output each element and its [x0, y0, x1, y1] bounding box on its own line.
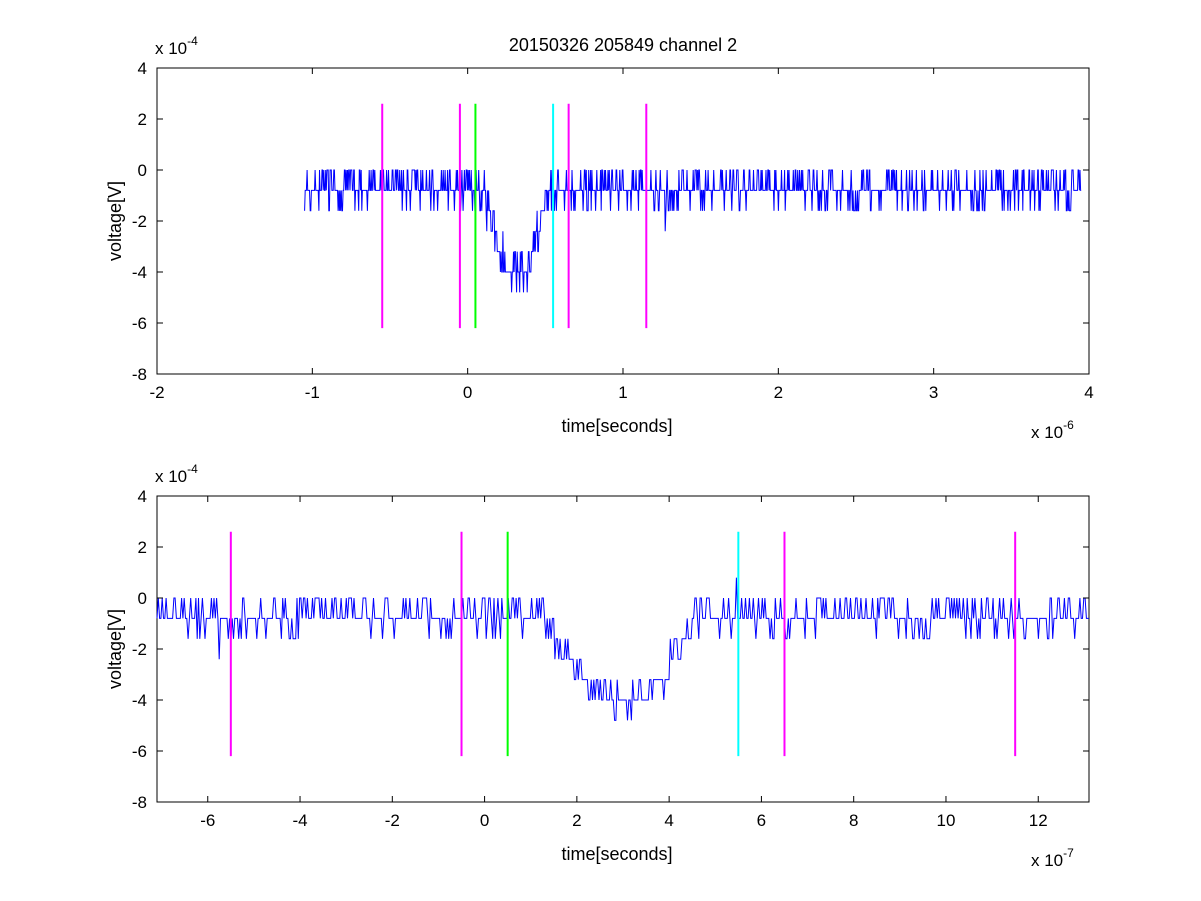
bottom-y-tick-label: -4	[132, 691, 147, 710]
top-signal-group	[304, 169, 1082, 293]
top-y-exponent: x 10-4	[155, 34, 198, 58]
bottom-x-tick-label: 10	[937, 811, 956, 830]
top-x-tick-label: 2	[774, 383, 783, 402]
bottom-x-axis-label: time[seconds]	[561, 844, 672, 864]
top-y-tick-label: -8	[132, 365, 147, 384]
top-y-tick-label: -2	[132, 212, 147, 231]
top-x-axis-label: time[seconds]	[561, 416, 672, 436]
bottom-y-tick-label: -8	[132, 793, 147, 812]
top-plot-frame	[156, 67, 1090, 375]
bottom-x-tick-label: 6	[757, 811, 766, 830]
top-x-tick-label: -1	[305, 383, 320, 402]
top-x-exponent-base: x 10	[1031, 423, 1063, 442]
bottom-x-tick-label: -4	[292, 811, 307, 830]
top-ticks-group: -2 -1 0 1 2 3 4 -8 -6 -4 -2 0 2 4	[132, 59, 1094, 402]
top-y-tick-label: 2	[138, 110, 147, 129]
top-y-axis-label: voltage[V]	[105, 181, 125, 261]
top-x-tick-label: 4	[1084, 383, 1093, 402]
bottom-x-tick-label: -6	[200, 811, 215, 830]
bottom-signal-trace	[156, 577, 1089, 721]
top-y-exponent-base: x 10	[155, 39, 187, 58]
bottom-x-exponent: x 10-7	[1031, 846, 1074, 870]
chart-title: 20150326 205849 channel 2	[509, 35, 737, 55]
bottom-y-tick-label: 0	[138, 589, 147, 608]
top-x-exponent: x 10-6	[1031, 418, 1074, 442]
bottom-plot-frame	[156, 495, 1090, 803]
bottom-y-exponent-base: x 10	[155, 467, 187, 486]
top-x-tick-label: 1	[618, 383, 627, 402]
bottom-signal-group	[156, 577, 1089, 721]
bottom-x-exponent-power: -7	[1063, 846, 1074, 860]
bottom-markers-group	[229, 531, 1017, 757]
bottom-y-tick-label: -6	[132, 742, 147, 761]
bottom-x-tick-label: 8	[849, 811, 858, 830]
top-markers-group	[381, 103, 648, 329]
bottom-x-exponent-base: x 10	[1031, 851, 1063, 870]
top-x-tick-label: 3	[929, 383, 938, 402]
bottom-y-exponent-power: -4	[187, 462, 198, 476]
bottom-x-tick-label: 4	[664, 811, 673, 830]
top-y-exponent-power: -4	[187, 34, 198, 48]
bottom-x-tick-label: -2	[385, 811, 400, 830]
top-y-tick-label: 4	[138, 59, 147, 78]
bottom-y-exponent: x 10-4	[155, 462, 198, 486]
top-x-tick-label: 0	[463, 383, 472, 402]
bottom-ticks-group: -6 -4 -2 0 2 4 6 8 10 12 -8 -6 -4 -2 0 2 4	[132, 487, 1089, 830]
bottom-y-axis-label: voltage[V]	[105, 609, 125, 689]
bottom-x-tick-label: 2	[572, 811, 581, 830]
top-y-tick-label: -6	[132, 314, 147, 333]
top-y-tick-label: -4	[132, 263, 147, 282]
top-x-tick-label: -2	[149, 383, 164, 402]
bottom-x-tick-label: 12	[1029, 811, 1048, 830]
top-y-tick-label: 0	[138, 161, 147, 180]
bottom-y-tick-label: 4	[138, 487, 147, 506]
top-x-exponent-power: -6	[1063, 418, 1074, 432]
bottom-x-tick-label: 0	[480, 811, 489, 830]
bottom-plot: -6 -4 -2 0 2 4 6 8 10 12 -8 -6 -4 -2 0 2 4 time[seconds]…	[105, 462, 1090, 870]
bottom-y-tick-label: 2	[138, 538, 147, 557]
top-plot: -2 -1 0 1 2 3 4 -8 -6 -4 -2 0 2 4 time[seconds] volta…	[105, 34, 1094, 442]
top-signal-trace	[304, 169, 1082, 293]
bottom-y-tick-label: -2	[132, 640, 147, 659]
